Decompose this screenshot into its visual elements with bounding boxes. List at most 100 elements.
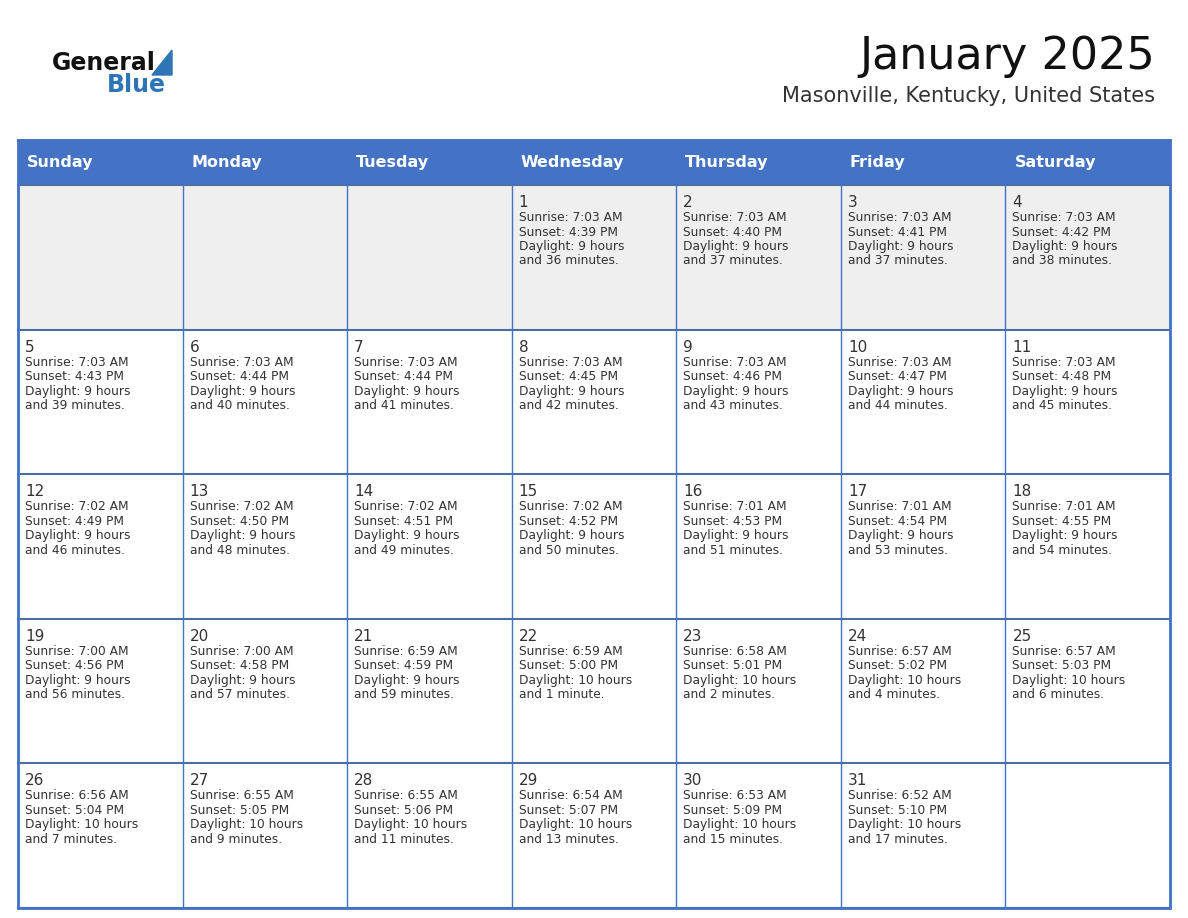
Text: Sunset: 4:48 PM: Sunset: 4:48 PM (1012, 370, 1112, 383)
Text: 19: 19 (25, 629, 44, 644)
Bar (676, 185, 841, 330)
Text: and 36 minutes.: and 36 minutes. (519, 254, 619, 267)
Bar (1005, 185, 1170, 330)
Text: Sunrise: 6:56 AM: Sunrise: 6:56 AM (25, 789, 128, 802)
Text: Sunset: 4:53 PM: Sunset: 4:53 PM (683, 515, 783, 528)
Text: Saturday: Saturday (1015, 155, 1095, 170)
Text: and 38 minutes.: and 38 minutes. (1012, 254, 1112, 267)
Text: Sunset: 5:01 PM: Sunset: 5:01 PM (683, 659, 783, 672)
Text: Sunset: 4:43 PM: Sunset: 4:43 PM (25, 370, 124, 383)
Text: 13: 13 (190, 484, 209, 499)
Text: Blue: Blue (107, 73, 166, 97)
Bar (841, 619, 1005, 764)
Text: 25: 25 (1012, 629, 1031, 644)
Text: Sunset: 5:04 PM: Sunset: 5:04 PM (25, 804, 124, 817)
Text: and 7 minutes.: and 7 minutes. (25, 833, 118, 845)
Text: and 49 minutes.: and 49 minutes. (354, 543, 454, 556)
Text: and 42 minutes.: and 42 minutes. (519, 399, 619, 412)
Text: Sunrise: 6:53 AM: Sunrise: 6:53 AM (683, 789, 786, 802)
Text: Sunset: 5:00 PM: Sunset: 5:00 PM (519, 659, 618, 672)
Bar (676, 140, 841, 185)
Bar (183, 185, 347, 330)
Text: Daylight: 9 hours: Daylight: 9 hours (1012, 529, 1118, 543)
Text: and 45 minutes.: and 45 minutes. (1012, 399, 1112, 412)
Text: Sunrise: 7:01 AM: Sunrise: 7:01 AM (683, 500, 786, 513)
Text: 20: 20 (190, 629, 209, 644)
Bar (347, 764, 512, 908)
Bar (347, 330, 512, 475)
Text: Sunset: 5:07 PM: Sunset: 5:07 PM (519, 804, 618, 817)
Text: Sunset: 5:09 PM: Sunset: 5:09 PM (683, 804, 783, 817)
Text: Sunrise: 7:01 AM: Sunrise: 7:01 AM (848, 500, 952, 513)
Bar (183, 764, 347, 908)
Text: Sunset: 5:10 PM: Sunset: 5:10 PM (848, 804, 947, 817)
Bar (676, 764, 841, 908)
Text: Sunrise: 7:00 AM: Sunrise: 7:00 AM (25, 644, 128, 658)
Text: Sunset: 5:05 PM: Sunset: 5:05 PM (190, 804, 289, 817)
Text: Sunrise: 7:03 AM: Sunrise: 7:03 AM (519, 355, 623, 369)
Text: and 43 minutes.: and 43 minutes. (683, 399, 783, 412)
Text: Sunset: 4:45 PM: Sunset: 4:45 PM (519, 370, 618, 383)
Text: and 6 minutes.: and 6 minutes. (1012, 688, 1105, 701)
Text: 24: 24 (848, 629, 867, 644)
Text: Sunset: 4:50 PM: Sunset: 4:50 PM (190, 515, 289, 528)
Text: Sunset: 5:06 PM: Sunset: 5:06 PM (354, 804, 454, 817)
Text: Sunrise: 7:03 AM: Sunrise: 7:03 AM (683, 211, 786, 224)
Bar (841, 330, 1005, 475)
Bar (1005, 140, 1170, 185)
Text: Daylight: 9 hours: Daylight: 9 hours (354, 529, 460, 543)
Text: and 46 minutes.: and 46 minutes. (25, 543, 125, 556)
Text: and 50 minutes.: and 50 minutes. (519, 543, 619, 556)
Text: 11: 11 (1012, 340, 1031, 354)
Text: Daylight: 10 hours: Daylight: 10 hours (848, 674, 961, 687)
Text: Friday: Friday (849, 155, 905, 170)
Text: and 39 minutes.: and 39 minutes. (25, 399, 125, 412)
Text: January 2025: January 2025 (859, 35, 1155, 77)
Text: Tuesday: Tuesday (356, 155, 429, 170)
Text: Sunset: 4:51 PM: Sunset: 4:51 PM (354, 515, 454, 528)
Bar (347, 140, 512, 185)
Text: Daylight: 9 hours: Daylight: 9 hours (1012, 240, 1118, 253)
Text: Daylight: 10 hours: Daylight: 10 hours (519, 819, 632, 832)
Text: and 1 minute.: and 1 minute. (519, 688, 605, 701)
Bar (347, 475, 512, 619)
Text: Sunrise: 6:59 AM: Sunrise: 6:59 AM (354, 644, 457, 658)
Bar (841, 475, 1005, 619)
Text: and 37 minutes.: and 37 minutes. (848, 254, 948, 267)
Text: 17: 17 (848, 484, 867, 499)
Text: Sunrise: 7:03 AM: Sunrise: 7:03 AM (683, 355, 786, 369)
Text: 23: 23 (683, 629, 702, 644)
Text: Daylight: 9 hours: Daylight: 9 hours (683, 240, 789, 253)
Text: 29: 29 (519, 773, 538, 789)
Text: Daylight: 9 hours: Daylight: 9 hours (1012, 385, 1118, 397)
Text: and 59 minutes.: and 59 minutes. (354, 688, 454, 701)
Text: Sunrise: 7:03 AM: Sunrise: 7:03 AM (25, 355, 128, 369)
Text: Daylight: 9 hours: Daylight: 9 hours (848, 240, 953, 253)
Bar (18, 185, 183, 330)
Text: 7: 7 (354, 340, 364, 354)
Text: Sunset: 4:41 PM: Sunset: 4:41 PM (848, 226, 947, 239)
Text: 18: 18 (1012, 484, 1031, 499)
Text: Daylight: 9 hours: Daylight: 9 hours (190, 385, 295, 397)
Bar (183, 475, 347, 619)
Text: Monday: Monday (191, 155, 263, 170)
Text: 4: 4 (1012, 195, 1022, 210)
Text: Sunset: 4:39 PM: Sunset: 4:39 PM (519, 226, 618, 239)
Text: Sunrise: 7:03 AM: Sunrise: 7:03 AM (190, 355, 293, 369)
Text: and 41 minutes.: and 41 minutes. (354, 399, 454, 412)
Text: 1: 1 (519, 195, 529, 210)
Bar (1005, 475, 1170, 619)
Bar (841, 140, 1005, 185)
Text: 10: 10 (848, 340, 867, 354)
Text: Sunset: 4:49 PM: Sunset: 4:49 PM (25, 515, 124, 528)
Text: Daylight: 10 hours: Daylight: 10 hours (25, 819, 138, 832)
Text: Sunrise: 7:03 AM: Sunrise: 7:03 AM (1012, 211, 1116, 224)
Text: Sunrise: 7:01 AM: Sunrise: 7:01 AM (1012, 500, 1116, 513)
Bar (1005, 764, 1170, 908)
Text: and 4 minutes.: and 4 minutes. (848, 688, 940, 701)
Text: Daylight: 9 hours: Daylight: 9 hours (190, 529, 295, 543)
Text: Daylight: 9 hours: Daylight: 9 hours (519, 529, 624, 543)
Bar (18, 764, 183, 908)
Bar (676, 619, 841, 764)
Text: 14: 14 (354, 484, 373, 499)
